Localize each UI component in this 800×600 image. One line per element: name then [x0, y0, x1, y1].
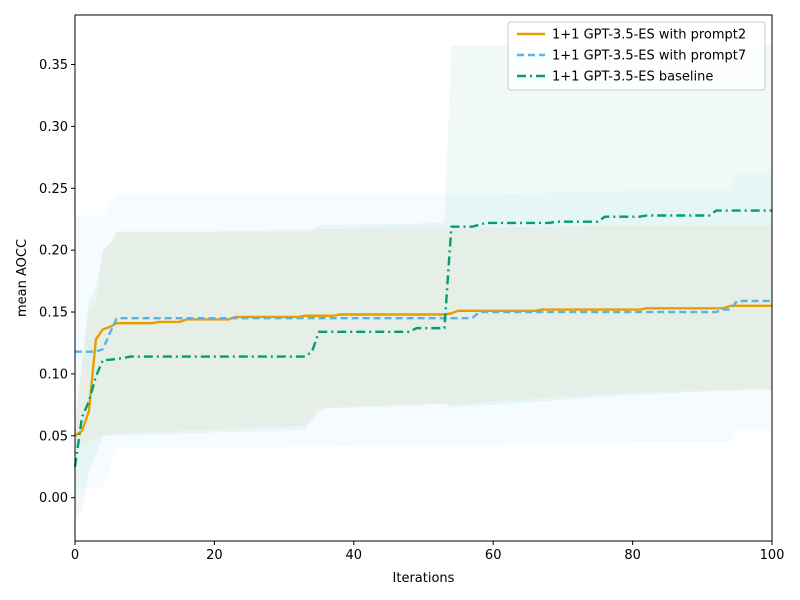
legend-label-prompt7: 1+1 GPT-3.5-ES with prompt7 — [552, 49, 746, 64]
confidence-bands — [75, 45, 772, 523]
y-tick-label: 0.10 — [39, 367, 68, 382]
legend: 1+1 GPT-3.5-ES with prompt2 1+1 GPT-3.5-… — [507, 21, 766, 91]
y-tick-label: 0.00 — [39, 491, 68, 506]
x-tick-label: 100 — [760, 548, 785, 563]
y-axis-label: mean AOCC — [15, 239, 30, 317]
x-tick-label: 40 — [346, 548, 363, 563]
y-tick-label: 0.30 — [39, 120, 68, 135]
line-series-1 — [75, 299, 772, 353]
band-series-2 — [75, 45, 772, 523]
y-tick-label: 0.35 — [39, 58, 68, 73]
x-axis-label: Iterations — [393, 571, 455, 586]
band-series-0 — [75, 225, 772, 449]
series-lines — [73, 209, 772, 467]
legend-label-baseline: 1+1 GPT-3.5-ES baseline — [552, 70, 713, 85]
x-tick-label: 0 — [71, 548, 79, 563]
x-axis-ticks: 0 20 40 60 80 100 — [71, 541, 785, 563]
x-tick-label: 20 — [206, 548, 223, 563]
y-tick-label: 0.20 — [39, 244, 68, 259]
y-tick-label: 0.15 — [39, 306, 68, 321]
legend-label-prompt2: 1+1 GPT-3.5-ES with prompt2 — [552, 28, 746, 43]
x-tick-label: 60 — [485, 548, 502, 563]
y-tick-label: 0.25 — [39, 182, 68, 197]
y-axis-ticks: 0.00 0.05 0.10 0.15 0.20 0.25 0.30 0.35 — [39, 58, 75, 506]
legend-box — [507, 21, 766, 91]
y-tick-label: 0.05 — [39, 429, 68, 444]
line-series-0 — [74, 304, 772, 437]
line-series-2 — [73, 209, 772, 467]
band-series-1 — [75, 173, 772, 488]
plot-frame — [74, 14, 773, 542]
x-tick-label: 80 — [624, 548, 641, 563]
